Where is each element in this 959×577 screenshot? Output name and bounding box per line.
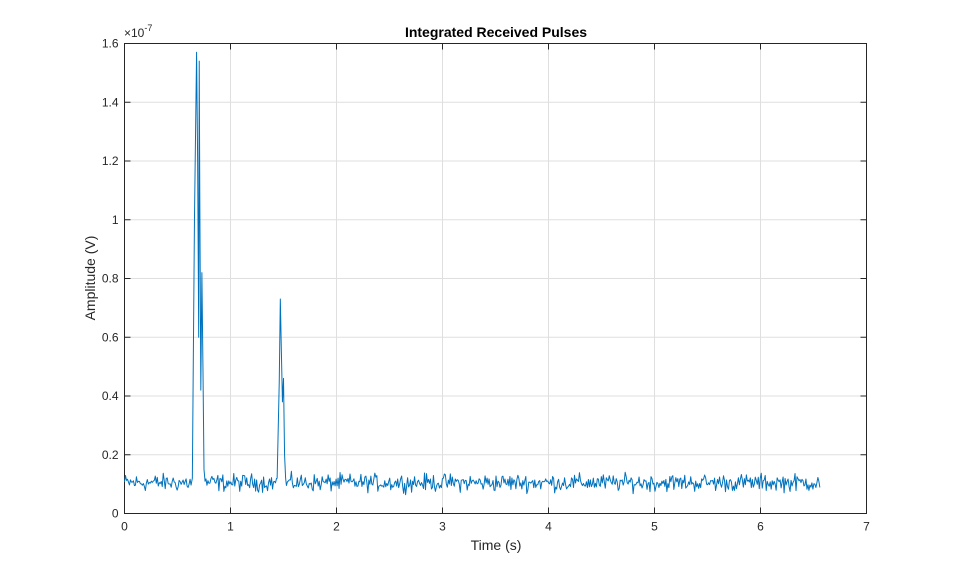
y-axis-label: Amplitude (V) [82, 236, 98, 321]
y-tick-label: 1.6 [102, 37, 119, 51]
x-tick-label: 6 [757, 520, 764, 534]
y-tick-label: 1.4 [102, 95, 119, 109]
y-tick-label: 0.2 [102, 448, 119, 462]
x-axis-label: Time (s) [471, 537, 522, 553]
x-tick-label: 5 [651, 520, 658, 534]
x-tick-label: 0 [121, 520, 128, 534]
y-tick-label: 0.8 [102, 272, 119, 286]
y-tick-label: 0 [112, 507, 119, 521]
y-exponent-multiplier: ×10-7 [124, 23, 152, 40]
x-tick-label: 1 [227, 520, 234, 534]
x-tick-label: 4 [545, 520, 552, 534]
y-exponent-base: ×10 [124, 26, 145, 40]
axis-ticks [124, 43, 867, 514]
x-tick-label: 2 [333, 520, 340, 534]
x-tick-label: 3 [439, 520, 446, 534]
x-tick-labels: 0 1 2 3 4 5 6 7 [121, 520, 870, 534]
y-tick-label: 1 [112, 213, 119, 227]
chart-title: Integrated Received Pulses [405, 24, 587, 40]
y-tick-labels: 0 0.2 0.4 0.6 0.8 1 1.2 1.4 1.6 [102, 37, 119, 521]
y-tick-label: 0.4 [102, 389, 119, 403]
series-line [124, 51, 821, 496]
y-tick-label: 0.6 [102, 330, 119, 344]
y-exponent-power: -7 [144, 23, 152, 33]
y-tick-label: 1.2 [102, 154, 119, 168]
x-tick-label: 7 [863, 520, 870, 534]
